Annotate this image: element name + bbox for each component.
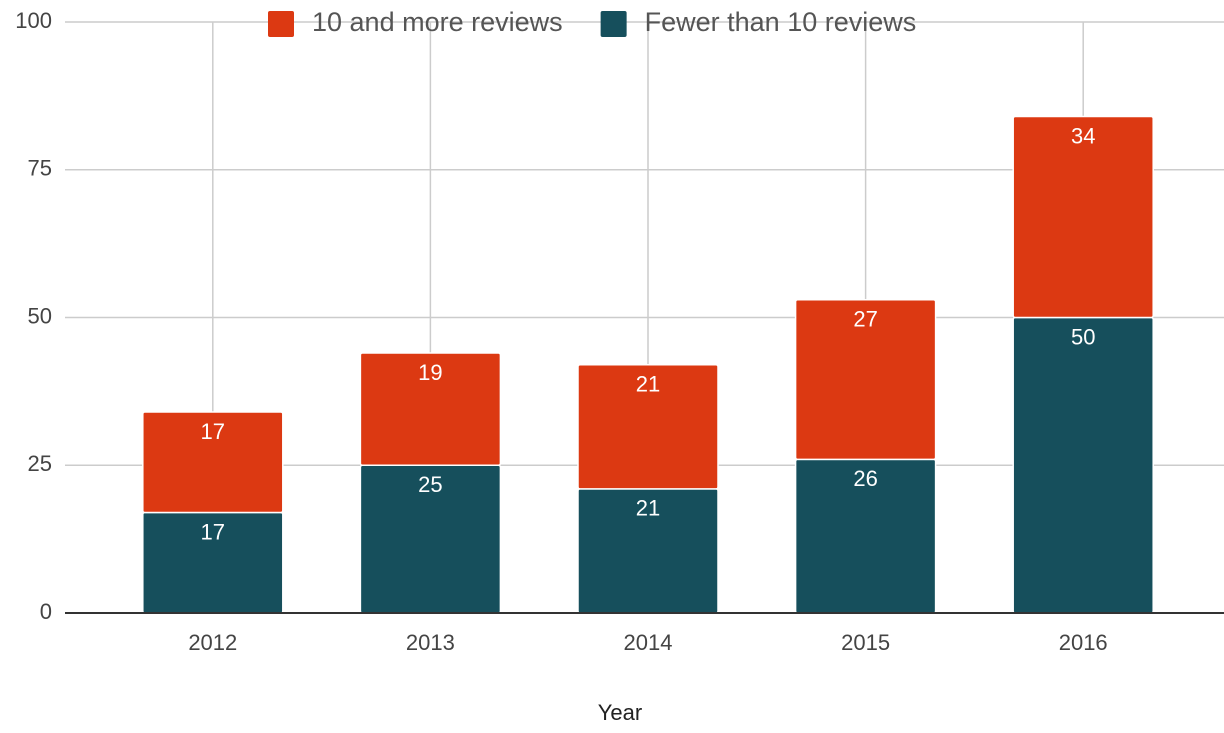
data-label: 21 [636,496,660,521]
data-label: 34 [1071,123,1095,148]
data-label: 50 [1071,324,1095,349]
y-tick-label: 100 [15,8,52,33]
legend-label: Fewer than 10 reviews [645,7,917,37]
bar-segment [577,364,719,490]
data-label: 26 [853,466,877,491]
x-tick-label: 2014 [624,630,673,655]
bar-segment [794,299,937,461]
data-label: 25 [418,472,442,497]
y-tick-label: 75 [28,156,52,181]
x-tick-label: 2013 [406,630,455,655]
x-axis-title: Year [598,700,642,725]
x-tick-label: 2015 [841,630,890,655]
bar-segment [359,352,502,466]
data-label: 19 [418,360,442,385]
bar-segment [1012,115,1154,319]
data-label: 27 [853,307,877,332]
legend-label: 10 and more reviews [312,7,563,37]
data-label: 21 [636,372,660,397]
y-tick-label: 50 [28,303,52,328]
data-label: 17 [201,519,225,544]
y-tick-label: 25 [28,451,52,476]
data-label: 17 [201,419,225,444]
bar-segment [1012,316,1154,614]
x-tick-label: 2016 [1059,630,1108,655]
bar-segment [142,411,284,514]
x-tick-label: 2012 [188,630,237,655]
legend-swatch [600,11,627,37]
legend-swatch [268,11,294,37]
y-tick-label: 0 [40,599,52,624]
